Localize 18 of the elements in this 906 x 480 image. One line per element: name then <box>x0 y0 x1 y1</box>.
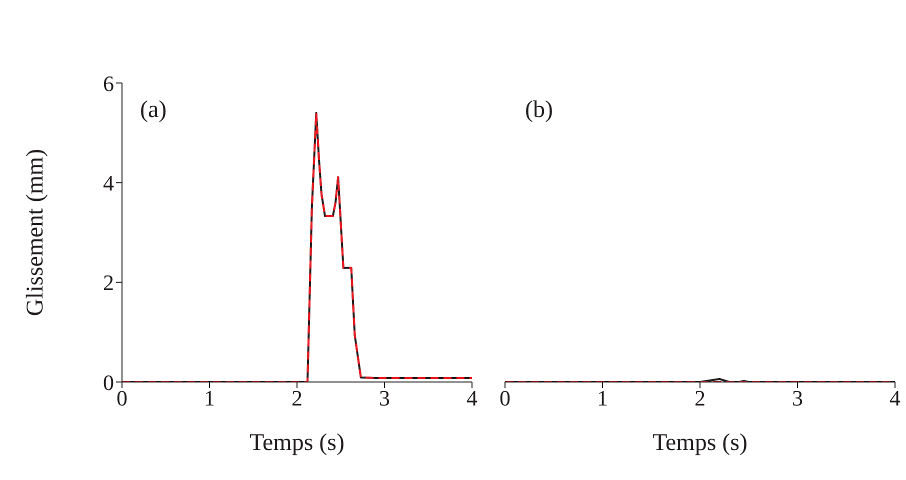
x-axis-title: Temps (s) <box>652 430 748 456</box>
y-tick-label: 4 <box>103 170 114 196</box>
y-tick-label: 2 <box>103 270 114 296</box>
x-tick-label: 4 <box>466 386 478 411</box>
y-tick-label: 0 <box>103 370 114 395</box>
y-axis-title: Glissement (mm) <box>22 148 49 316</box>
x-tick-label: 3 <box>379 386 390 411</box>
x-tick-label: 1 <box>597 386 608 411</box>
x-tick-label: 1 <box>204 386 215 411</box>
x-tick-label: 4 <box>890 386 900 411</box>
x-tick-label: 2 <box>292 386 302 411</box>
y-tick-label: 6 <box>103 70 114 96</box>
x-tick-label: 0 <box>500 386 510 411</box>
annotation: (a) <box>140 97 167 124</box>
x-tick-label: 3 <box>792 386 803 411</box>
annotation: (b) <box>525 97 553 124</box>
x-tick-label: 2 <box>694 386 706 411</box>
x-axis-title: Temps (s) <box>250 430 344 456</box>
